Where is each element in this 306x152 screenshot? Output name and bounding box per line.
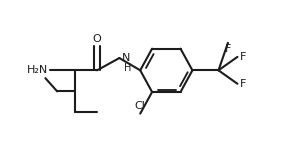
Text: F: F (240, 52, 246, 62)
Text: H: H (124, 63, 131, 73)
Text: F: F (240, 79, 246, 89)
Text: Cl: Cl (135, 101, 146, 111)
Text: F: F (225, 44, 231, 54)
Text: O: O (93, 34, 101, 44)
Text: N: N (122, 53, 130, 63)
Text: H₂N: H₂N (27, 65, 48, 75)
